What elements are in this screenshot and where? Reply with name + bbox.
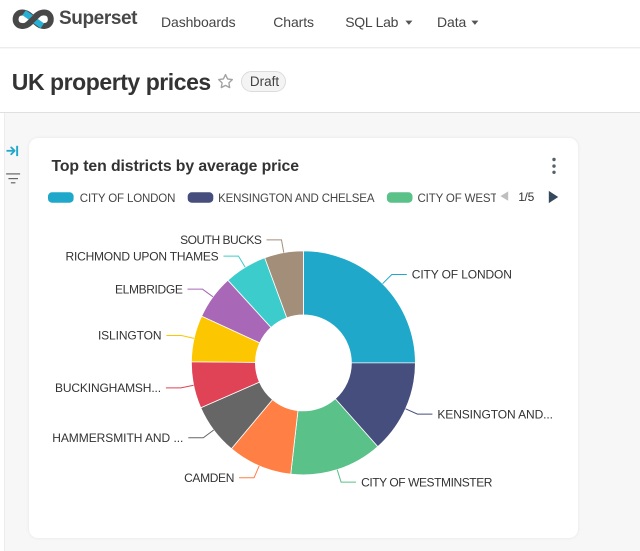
svg-text:CITY OF LONDON: CITY OF LONDON xyxy=(412,268,512,282)
svg-text:CITY OF WESTMINSTER: CITY OF WESTMINSTER xyxy=(361,475,493,489)
svg-text:CITY OF LONDON: CITY OF LONDON xyxy=(80,193,175,203)
svg-text:KENSINGTON AND...: KENSINGTON AND... xyxy=(437,407,552,421)
svg-text:ISLINGTON: ISLINGTON xyxy=(98,329,161,343)
svg-text:HAMMERSMITH AND ...: HAMMERSMITH AND ... xyxy=(52,431,183,445)
svg-text:ELMBRIDGE: ELMBRIDGE xyxy=(115,282,183,296)
svg-text:BUCKINGHAMSH...: BUCKINGHAMSH... xyxy=(55,381,161,395)
svg-text:CITY OF WESTMINSTER: CITY OF WESTMINSTER xyxy=(418,193,497,203)
svg-text:RICHMOND UPON THAMES: RICHMOND UPON THAMES xyxy=(66,249,219,263)
svg-text:CAMDEN: CAMDEN xyxy=(184,471,234,485)
svg-text:SOUTH BUCKS: SOUTH BUCKS xyxy=(180,233,262,247)
svg-text:1/5: 1/5 xyxy=(518,190,534,204)
svg-text:KENSINGTON AND CHELSEA: KENSINGTON AND CHELSEA xyxy=(218,193,375,203)
